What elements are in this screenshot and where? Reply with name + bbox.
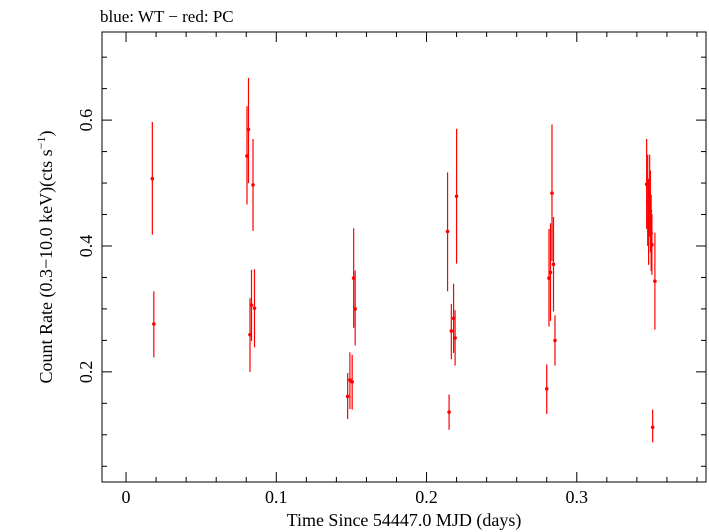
data-point bbox=[445, 229, 450, 234]
x-tick-label: 0.3 bbox=[566, 487, 589, 507]
x-tick-label: 0 bbox=[122, 487, 131, 507]
data-point bbox=[246, 127, 251, 132]
y-axis-label-exponent: −1 bbox=[34, 137, 48, 150]
data-point bbox=[351, 276, 356, 280]
data-point bbox=[650, 425, 655, 430]
data-point bbox=[249, 303, 254, 307]
x-axis-label: Time Since 54447.0 MJD (days) bbox=[287, 510, 522, 531]
data-point bbox=[345, 394, 350, 399]
y-axis-label-close: ) bbox=[36, 131, 57, 137]
data-point bbox=[350, 380, 354, 384]
data-point bbox=[150, 176, 155, 181]
chart-title: blue: WT − red: PC bbox=[100, 7, 234, 26]
x-tick-label: 0.2 bbox=[415, 487, 438, 507]
data-point bbox=[548, 270, 553, 275]
axis-tick-labels: 0 0.1 0.2 0.3 0.2 0.4 0.6 bbox=[76, 109, 588, 507]
y-tick-label: 0.6 bbox=[76, 109, 96, 131]
data-point bbox=[353, 307, 357, 311]
data-point bbox=[453, 336, 457, 340]
y-tick-label: 0.2 bbox=[76, 361, 96, 384]
data-point bbox=[547, 276, 551, 280]
data-point bbox=[248, 332, 252, 337]
plot-frame bbox=[101, 31, 707, 483]
data-point bbox=[449, 329, 454, 333]
y-tick-label: 0.4 bbox=[76, 235, 96, 258]
data-point bbox=[245, 154, 249, 158]
x-tick-label: 0.1 bbox=[265, 487, 288, 507]
data-point bbox=[551, 262, 556, 267]
data-points bbox=[150, 77, 657, 443]
data-point bbox=[544, 387, 549, 391]
data-point bbox=[553, 338, 557, 343]
data-point bbox=[550, 191, 554, 195]
data-point bbox=[252, 306, 257, 311]
data-point bbox=[152, 322, 156, 326]
data-point bbox=[251, 183, 255, 187]
data-point bbox=[451, 316, 456, 321]
data-point bbox=[454, 194, 459, 199]
data-point bbox=[650, 242, 654, 247]
y-axis-label-main: Count Rate (0.3−10.0 keV)(cts s bbox=[36, 149, 57, 383]
data-point bbox=[447, 410, 451, 414]
data-point bbox=[653, 279, 657, 284]
y-axis-label: Count Rate (0.3−10.0 keV)(cts s−1) bbox=[34, 131, 57, 384]
axis-ticks bbox=[102, 32, 706, 482]
